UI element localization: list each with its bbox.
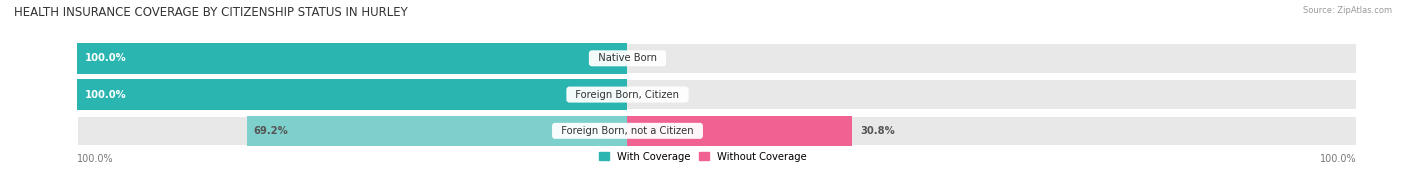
Text: Foreign Born, not a Citizen: Foreign Born, not a Citizen: [555, 126, 700, 136]
Bar: [77, 79, 1357, 110]
Bar: [77, 43, 627, 74]
Text: 69.2%: 69.2%: [254, 126, 288, 136]
Bar: [627, 116, 852, 146]
Text: 100.0%: 100.0%: [84, 53, 127, 63]
Bar: [247, 116, 627, 146]
Text: 100.0%: 100.0%: [1320, 154, 1357, 164]
Text: Native Born: Native Born: [592, 53, 664, 63]
Bar: [77, 43, 1357, 74]
Text: 30.8%: 30.8%: [860, 126, 896, 136]
Text: Source: ZipAtlas.com: Source: ZipAtlas.com: [1303, 6, 1392, 15]
Bar: [77, 116, 1357, 146]
Text: 100.0%: 100.0%: [77, 154, 114, 164]
Text: HEALTH INSURANCE COVERAGE BY CITIZENSHIP STATUS IN HURLEY: HEALTH INSURANCE COVERAGE BY CITIZENSHIP…: [14, 6, 408, 19]
Legend: With Coverage, Without Coverage: With Coverage, Without Coverage: [595, 148, 811, 165]
Bar: [77, 79, 627, 110]
Text: 100.0%: 100.0%: [84, 90, 127, 100]
Text: Foreign Born, Citizen: Foreign Born, Citizen: [569, 90, 686, 100]
